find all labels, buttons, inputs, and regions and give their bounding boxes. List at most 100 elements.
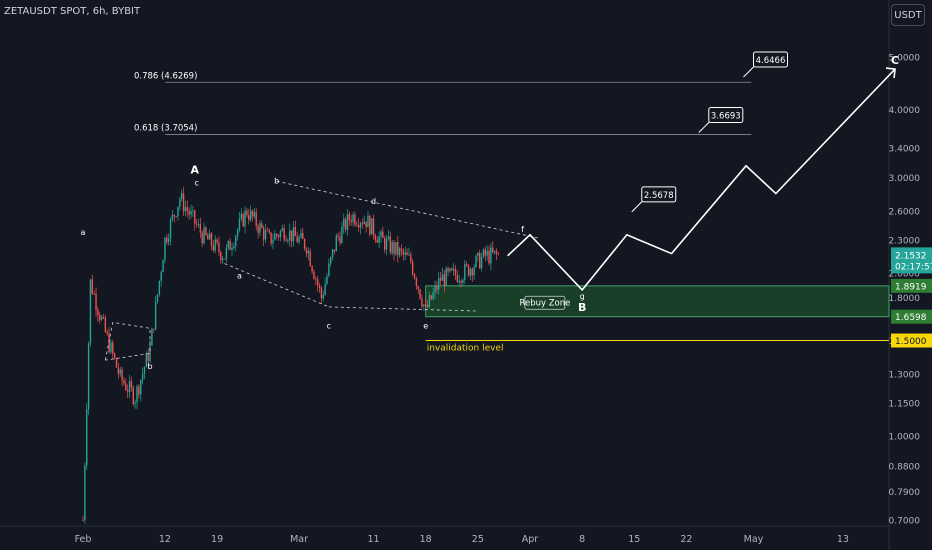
candle-body <box>238 218 241 230</box>
candle-body <box>449 268 451 272</box>
y-tick-label: 1.1500 <box>889 400 921 410</box>
candle-body <box>164 237 166 261</box>
candle-body <box>313 271 315 279</box>
target-box <box>708 107 744 124</box>
y-tick-label: 2.0000 <box>889 269 921 279</box>
candle-body <box>194 210 196 224</box>
candle-body <box>393 242 395 254</box>
wave-label: g <box>580 292 585 301</box>
candle-body <box>113 353 116 359</box>
candle-body <box>210 233 213 246</box>
candle-body <box>175 216 177 218</box>
candle-body <box>471 269 473 276</box>
x-tick-label: 22 <box>680 534 692 545</box>
rebuy-zone-label: Rebuy Zone <box>519 298 570 308</box>
price-tag <box>891 309 932 324</box>
candle-body <box>207 234 209 240</box>
candle-body <box>138 386 140 395</box>
currency-button[interactable]: USDT <box>891 4 925 26</box>
candle-body <box>277 235 280 238</box>
y-tick-label: 2.3000 <box>889 236 921 246</box>
fib-label: 0.786 (4.6269) <box>134 71 197 81</box>
price-tag-value: 1.6598 <box>895 313 927 323</box>
rebuy-zone-box <box>524 295 566 310</box>
candle-body <box>438 278 440 290</box>
candle-body <box>182 193 185 212</box>
candle-body <box>214 239 216 251</box>
candle-body <box>320 287 323 299</box>
rebuy-zone <box>425 285 890 318</box>
triangle-lower-a <box>224 263 330 308</box>
candle-body <box>344 219 347 230</box>
candle-body <box>492 247 494 253</box>
candle-body <box>404 252 406 255</box>
candle-body <box>421 298 423 307</box>
candle-body <box>233 246 235 248</box>
candle-body <box>361 223 364 225</box>
candle-body <box>419 289 421 299</box>
candle-body <box>218 242 220 253</box>
candle-body <box>328 263 330 277</box>
candle-body <box>173 214 175 217</box>
candle-body <box>376 239 378 243</box>
candle-body <box>380 231 382 237</box>
candle-body <box>398 248 401 256</box>
candle-body <box>465 263 468 266</box>
candle-body <box>400 248 403 251</box>
candle-body <box>292 227 295 242</box>
wave-label: e <box>423 321 428 330</box>
candle-body <box>143 367 146 374</box>
candle-body <box>477 252 479 256</box>
candle-body <box>343 219 345 227</box>
candle-body <box>110 342 112 353</box>
candle-body <box>104 317 107 332</box>
x-tick-label: 15 <box>628 534 640 545</box>
candle-body <box>298 237 300 243</box>
candle-body <box>415 278 418 287</box>
x-tick-label: 18 <box>420 534 432 545</box>
x-tick-label: 13 <box>837 534 849 545</box>
x-tick-label: Feb <box>75 534 92 545</box>
candle-body <box>369 215 371 235</box>
candle-body <box>123 380 125 384</box>
candle-body <box>309 250 311 267</box>
candle-body <box>479 252 481 269</box>
candle-body <box>374 235 377 240</box>
candle-body <box>270 232 272 244</box>
candle-body <box>367 215 369 228</box>
candle-body <box>192 210 194 212</box>
candle-body <box>167 238 170 243</box>
x-tick-label: Mar <box>290 534 308 545</box>
candle-body <box>497 253 500 255</box>
candle-body <box>257 226 259 233</box>
x-tick-label: 8 <box>579 534 585 545</box>
candle-body <box>402 250 405 255</box>
candle-body <box>112 342 114 354</box>
candle-body <box>242 213 244 227</box>
candle-body <box>130 381 133 388</box>
wave-label: B <box>578 301 586 314</box>
candle-body <box>408 254 410 256</box>
candle-body <box>300 232 302 238</box>
candle-body <box>305 248 308 254</box>
candle-body <box>181 193 183 199</box>
candle-body <box>357 225 360 228</box>
candle-body <box>445 268 447 286</box>
candle-body <box>365 221 367 228</box>
candle-body <box>235 236 237 247</box>
candle-body <box>195 223 198 225</box>
wave-label: d <box>371 197 376 206</box>
target-label: 3.6693 <box>711 112 741 122</box>
candle-body <box>281 228 283 232</box>
target-box <box>641 186 677 203</box>
candle-body <box>259 223 261 233</box>
x-tick-label: 12 <box>159 534 171 545</box>
symbol-header: ZETAUSDT SPOT, 6h, BYBIT <box>4 6 141 17</box>
candle-body <box>268 230 270 233</box>
fib-label: 0.618 (3.7054) <box>134 124 197 134</box>
candle-body <box>108 333 110 353</box>
candle-body <box>384 238 386 250</box>
candle-body <box>411 261 414 275</box>
